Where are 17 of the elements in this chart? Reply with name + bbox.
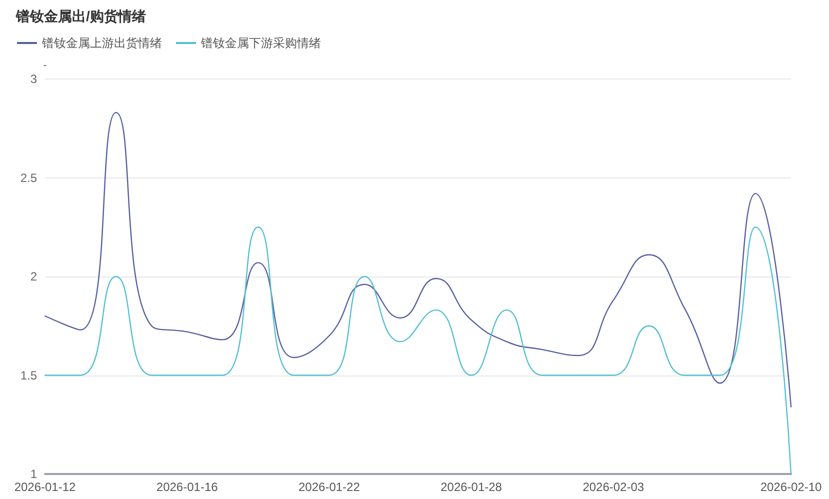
x-tick-label: 2026-01-22 [298, 480, 360, 494]
y-tick-label: 2.5 [20, 170, 38, 185]
legend-label: 镨钕金属上游出货情绪 [41, 36, 162, 50]
x-tick-label: 2026-02-10 [760, 480, 822, 494]
x-tick-label: 2026-02-03 [582, 480, 644, 494]
x-tick-label: 2026-01-28 [440, 480, 502, 494]
y-tick-label: 3 [30, 72, 38, 86]
y-axis-title: - [43, 60, 48, 72]
chart-title: 镨钕金属出/购货情绪 [15, 8, 146, 24]
x-tick-label: 2026-01-16 [156, 480, 218, 494]
line-series [44, 226, 792, 475]
legend-label: 镨钕金属下游采购情绪 [200, 36, 321, 50]
y-tick-label: 1 [30, 467, 38, 481]
y-tick-label: 2 [30, 270, 38, 284]
x-tick-label: 2026-01-12 [14, 480, 76, 494]
y-tick-label: 1.5 [20, 368, 38, 382]
line-series [44, 112, 792, 408]
